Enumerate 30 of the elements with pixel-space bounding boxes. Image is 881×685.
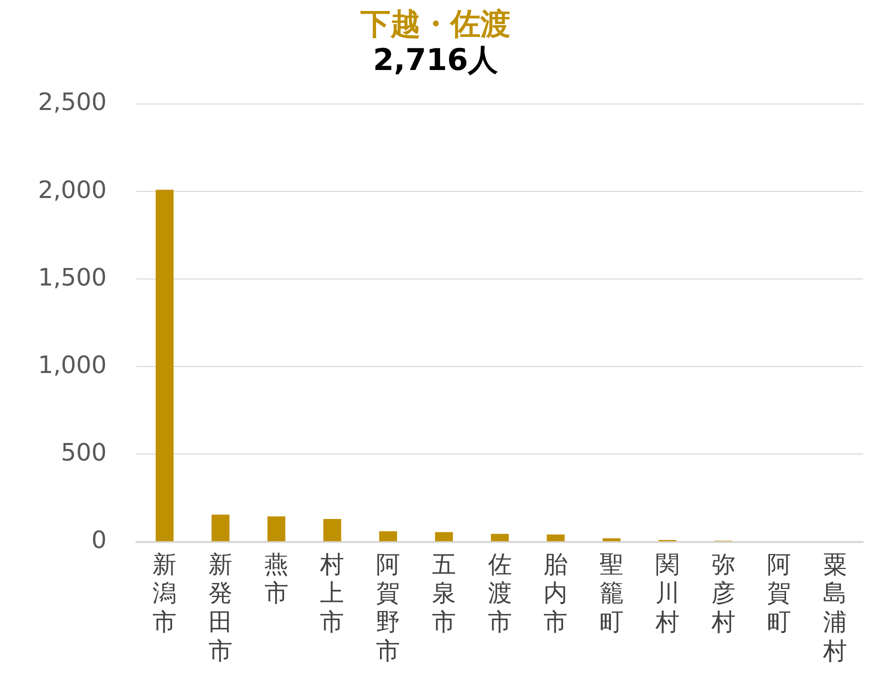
bar xyxy=(323,519,342,542)
y-tick-label: 0 xyxy=(91,526,107,554)
x-tick-label: 関川村 xyxy=(654,550,680,636)
x-tick-label: 阿賀町 xyxy=(767,550,792,636)
y-tick-label: 500 xyxy=(60,438,107,466)
bar xyxy=(156,190,174,542)
x-tick-label: 新発田市 xyxy=(208,550,233,665)
y-tick-label: 1,500 xyxy=(38,263,107,292)
x-tick-label: 佐渡市 xyxy=(488,550,512,636)
y-tick-label: 2,000 xyxy=(38,176,107,204)
y-tick-label: 1,000 xyxy=(38,350,107,379)
x-tick-label: 燕市 xyxy=(264,550,288,608)
bar xyxy=(546,534,565,542)
x-tick-label: 聖籠町 xyxy=(600,550,624,636)
bar xyxy=(435,532,453,542)
x-tick-label: 胎内市 xyxy=(544,550,568,636)
bar xyxy=(379,531,398,542)
bar xyxy=(602,538,621,542)
x-tick-label: 弥彦村 xyxy=(710,550,736,636)
x-tick-label: 五泉市 xyxy=(432,550,456,636)
x-tick-label: 村上市 xyxy=(319,550,344,636)
x-tick-label: 新潟市 xyxy=(152,550,177,636)
bar xyxy=(490,534,509,542)
x-tick-label: 阿賀野市 xyxy=(376,550,400,665)
chart-subtitle: 2,716人 xyxy=(373,42,499,78)
chart-title: 下越・佐渡 xyxy=(360,6,510,42)
y-tick-label: 2,500 xyxy=(38,88,107,116)
bar xyxy=(267,516,286,542)
x-tick-label: 粟島浦村 xyxy=(822,550,848,665)
bar xyxy=(212,514,230,542)
